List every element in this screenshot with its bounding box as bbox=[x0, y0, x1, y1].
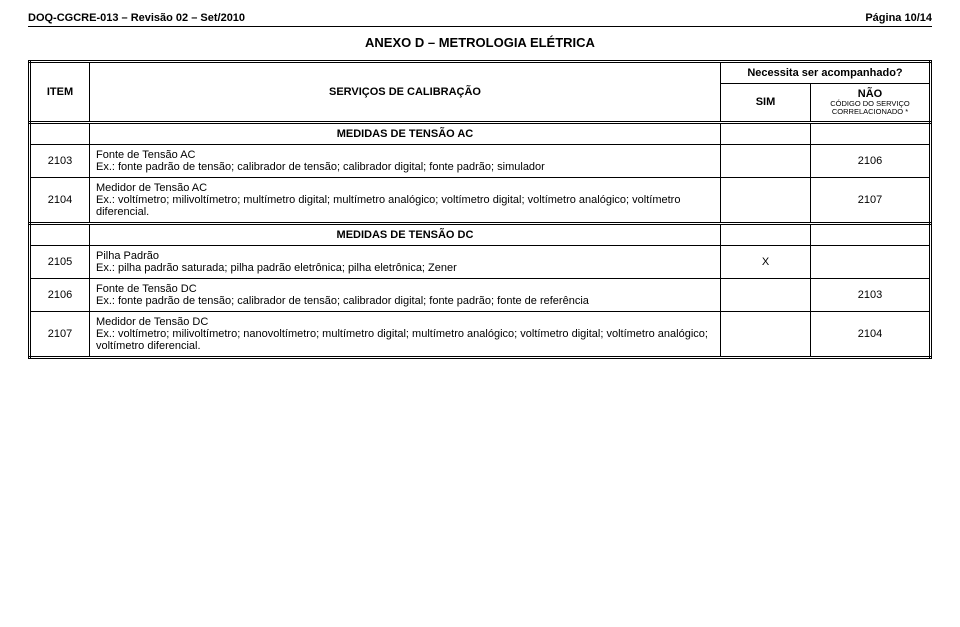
header-left: DOQ-CGCRE-013 – Revisão 02 – Set/2010 bbox=[28, 12, 245, 24]
table-row: 2103 Fonte de Tensão AC Ex.: fonte padrã… bbox=[30, 144, 931, 177]
section-dc-nao bbox=[810, 223, 930, 245]
cell-item: 2103 bbox=[30, 144, 90, 177]
cell-serv: Medidor de Tensão AC Ex.: voltímetro; mi… bbox=[90, 177, 721, 223]
th-sim: SIM bbox=[720, 84, 810, 123]
table-row: 2107 Medidor de Tensão DC Ex.: voltímetr… bbox=[30, 311, 931, 357]
section-ac-sim bbox=[720, 122, 810, 144]
serv-title: Medidor de Tensão AC bbox=[96, 182, 714, 194]
cell-item: 2105 bbox=[30, 245, 90, 278]
header-rule bbox=[28, 26, 932, 27]
section-dc-label: MEDIDAS DE TENSÃO DC bbox=[90, 223, 721, 245]
cell-serv: Fonte de Tensão DC Ex.: fonte padrão de … bbox=[90, 278, 721, 311]
section-ac-label: MEDIDAS DE TENSÃO AC bbox=[90, 122, 721, 144]
serv-ex: Ex.: fonte padrão de tensão; calibrador … bbox=[96, 161, 714, 173]
serv-title: Pilha Padrão bbox=[96, 250, 714, 262]
serv-title: Fonte de Tensão AC bbox=[96, 149, 714, 161]
th-item: ITEM bbox=[30, 62, 90, 123]
table-row: 2105 Pilha Padrão Ex.: pilha padrão satu… bbox=[30, 245, 931, 278]
th-servicos: SERVIÇOS DE CALIBRAÇÃO bbox=[90, 62, 721, 123]
th-nao-line3: CORRELACIONADO * bbox=[817, 108, 923, 116]
th-nao: NÃO CÓDIGO DO SERVIÇO CORRELACIONADO * bbox=[810, 84, 930, 123]
table-row: 2104 Medidor de Tensão AC Ex.: voltímetr… bbox=[30, 177, 931, 223]
table-row: 2106 Fonte de Tensão DC Ex.: fonte padrã… bbox=[30, 278, 931, 311]
section-dc-item bbox=[30, 223, 90, 245]
cell-serv: Fonte de Tensão AC Ex.: fonte padrão de … bbox=[90, 144, 721, 177]
cell-nao: 2103 bbox=[810, 278, 930, 311]
serv-ex: Ex.: voltímetro; milivoltímetro; nanovol… bbox=[96, 328, 714, 352]
serv-title: Fonte de Tensão DC bbox=[96, 283, 714, 295]
serv-ex: Ex.: voltímetro; milivoltímetro; multíme… bbox=[96, 194, 714, 218]
cell-serv: Medidor de Tensão DC Ex.: voltímetro; mi… bbox=[90, 311, 721, 357]
cell-nao: 2107 bbox=[810, 177, 930, 223]
section-ac-nao bbox=[810, 122, 930, 144]
header-right: Página 10/14 bbox=[865, 12, 932, 24]
cell-serv: Pilha Padrão Ex.: pilha padrão saturada;… bbox=[90, 245, 721, 278]
cell-sim bbox=[720, 144, 810, 177]
cell-item: 2107 bbox=[30, 311, 90, 357]
section-dc-sim bbox=[720, 223, 810, 245]
cell-sim bbox=[720, 311, 810, 357]
calibration-table: ITEM SERVIÇOS DE CALIBRAÇÃO Necessita se… bbox=[28, 60, 932, 359]
cell-item: 2104 bbox=[30, 177, 90, 223]
th-necessita: Necessita ser acompanhado? bbox=[720, 62, 930, 84]
page-header: DOQ-CGCRE-013 – Revisão 02 – Set/2010 Pá… bbox=[28, 12, 932, 24]
cell-sim: X bbox=[720, 245, 810, 278]
section-ac-item bbox=[30, 122, 90, 144]
serv-ex: Ex.: pilha padrão saturada; pilha padrão… bbox=[96, 262, 714, 274]
anexo-title: ANEXO D – METROLOGIA ELÉTRICA bbox=[28, 35, 932, 50]
cell-item: 2106 bbox=[30, 278, 90, 311]
cell-nao: 2104 bbox=[810, 311, 930, 357]
cell-sim bbox=[720, 278, 810, 311]
cell-sim bbox=[720, 177, 810, 223]
cell-nao: 2106 bbox=[810, 144, 930, 177]
serv-title: Medidor de Tensão DC bbox=[96, 316, 714, 328]
serv-ex: Ex.: fonte padrão de tensão; calibrador … bbox=[96, 295, 714, 307]
cell-nao bbox=[810, 245, 930, 278]
